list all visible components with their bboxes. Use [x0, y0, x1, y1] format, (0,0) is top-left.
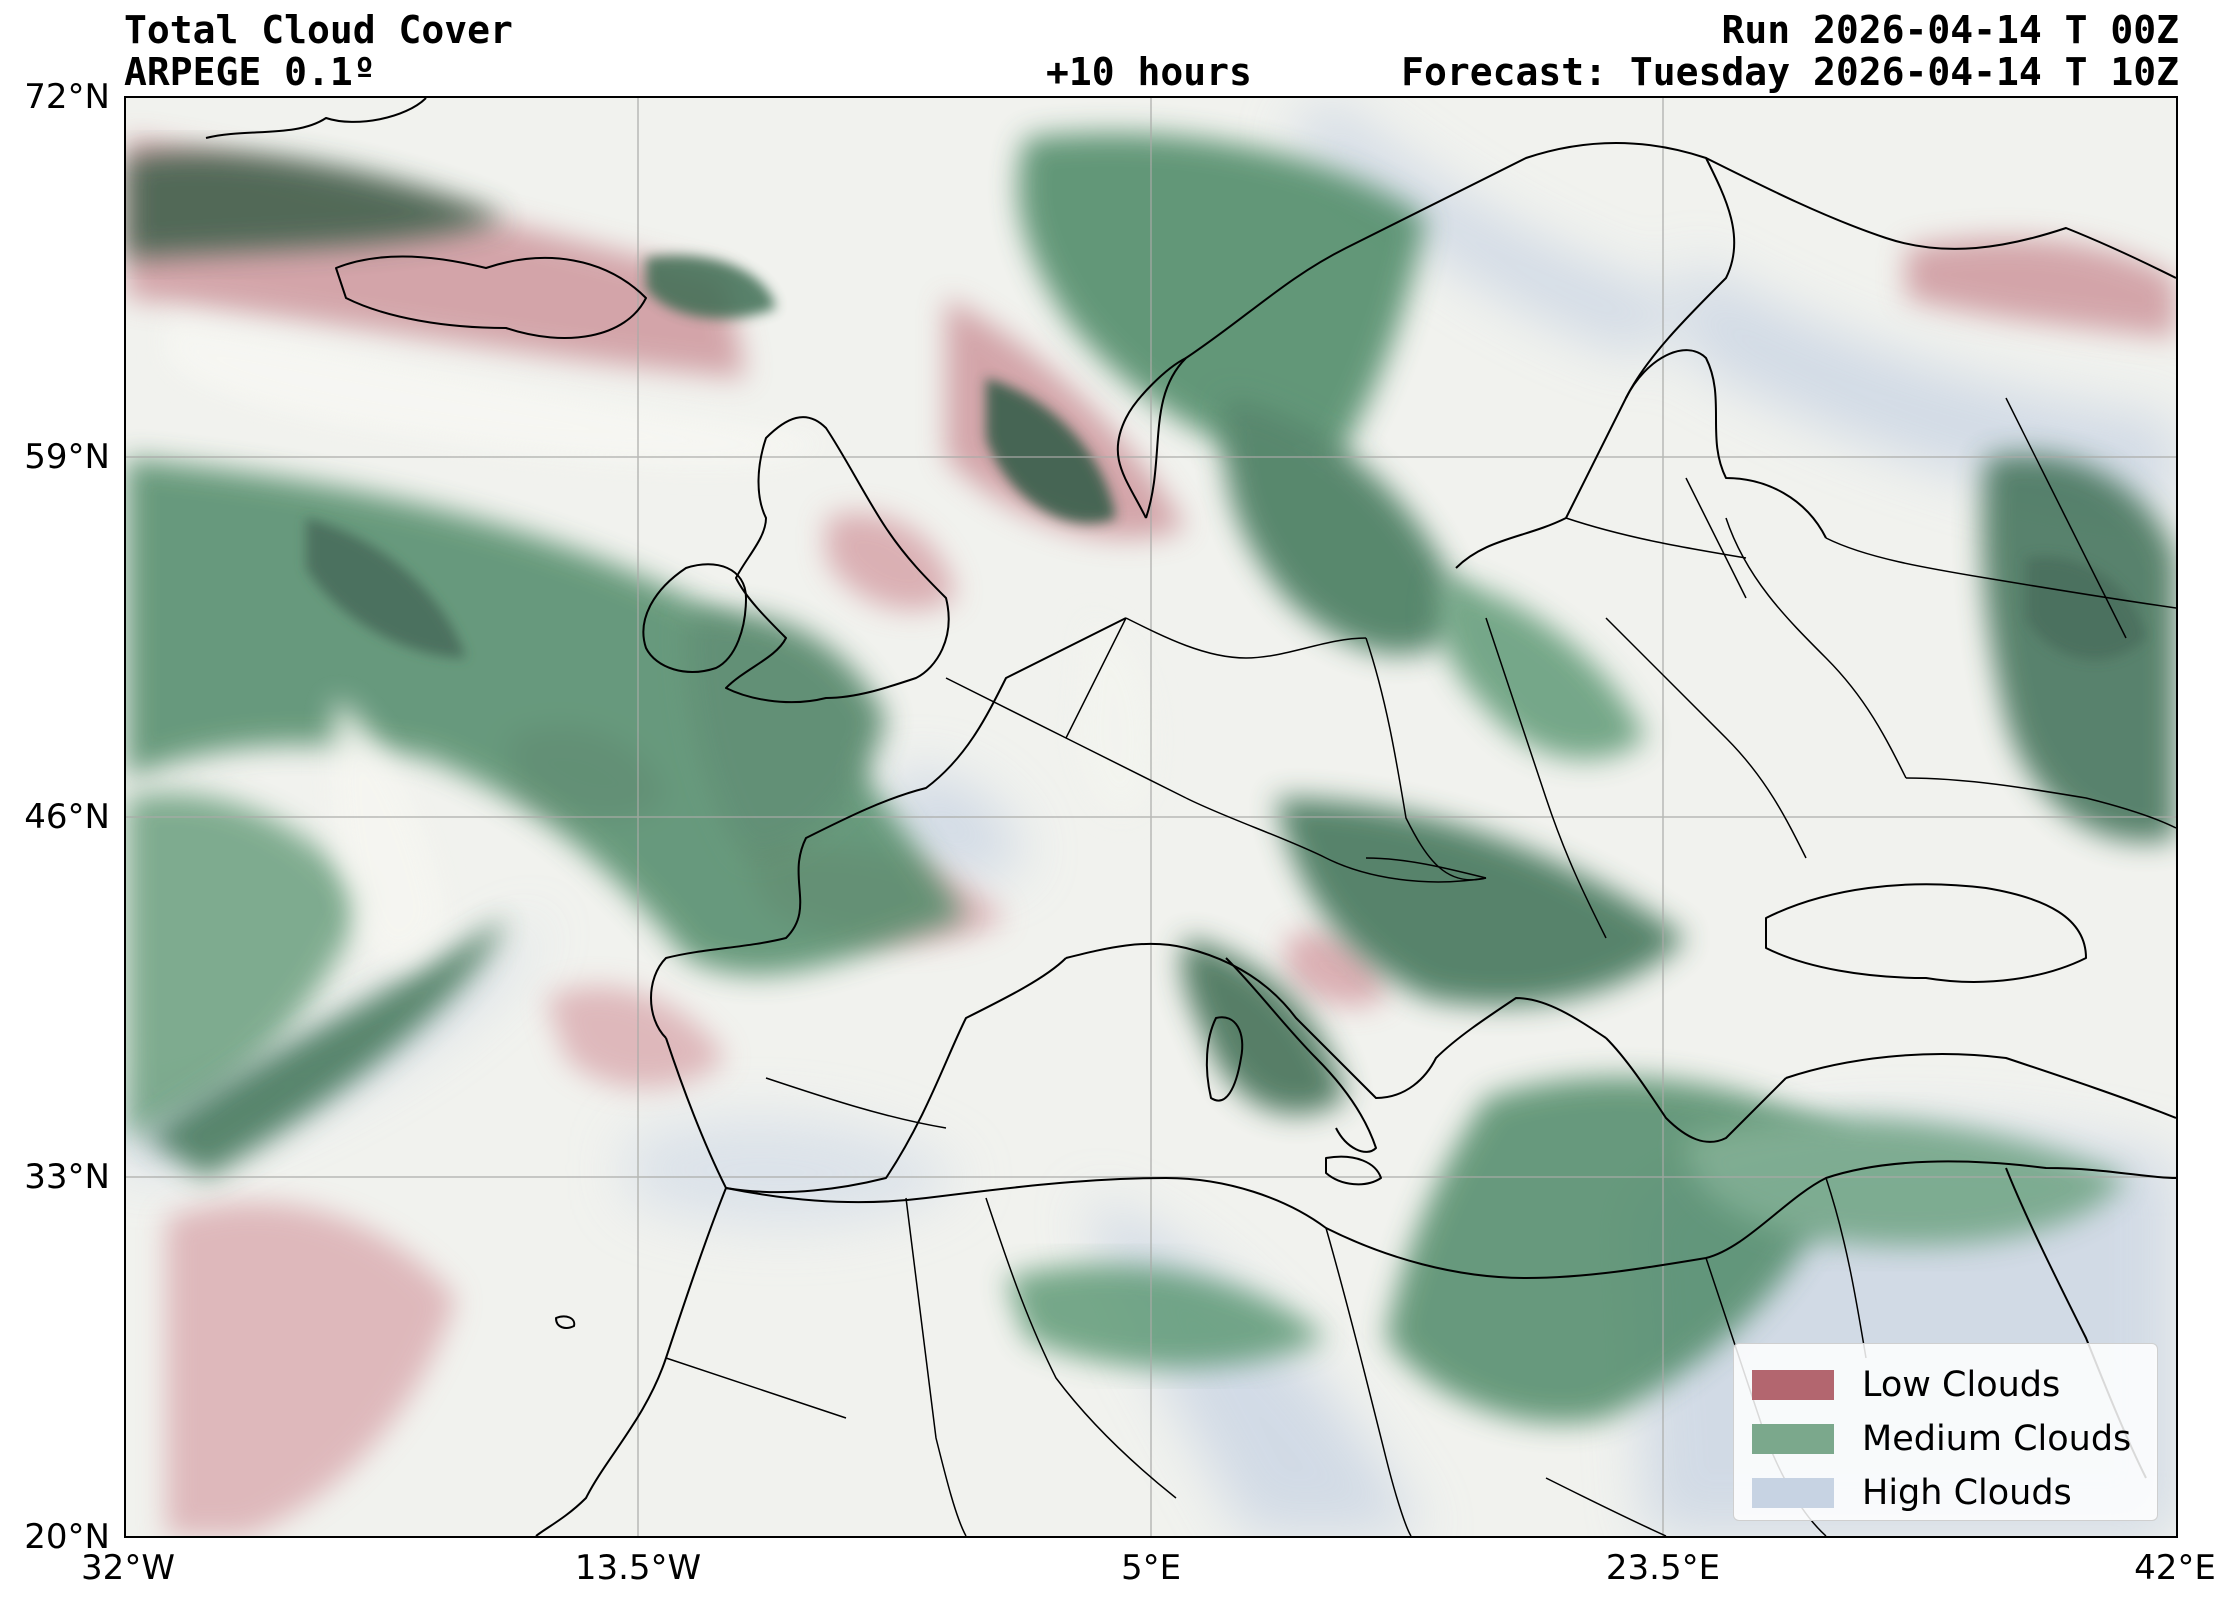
north-africa-coast	[725, 1160, 2176, 1279]
legend-swatch-medium	[1752, 1424, 1834, 1454]
lat-tick-label: 20°N	[24, 1517, 110, 1557]
legend-item-medium: Medium Clouds	[1752, 1412, 2139, 1466]
canary-islands	[555, 1315, 576, 1329]
scandinavia-coast	[1145, 142, 1736, 569]
legend-swatch-high	[1752, 1478, 1834, 1508]
legend-label-high: High Clouds	[1862, 1473, 2072, 1513]
lon-tick-label: 5°E	[1120, 1548, 1182, 1588]
run-time: Run 2026-04-14 T 00Z	[1721, 8, 2179, 52]
lat-tick-label: 72°N	[24, 77, 110, 117]
iceland-coast	[335, 255, 647, 339]
legend-label-medium: Medium Clouds	[1862, 1419, 2132, 1459]
lon-tick-label: 32°W	[81, 1548, 175, 1588]
lon-tick-label: 23.5°E	[1605, 1548, 1721, 1588]
ireland-coast	[642, 563, 747, 673]
great-britain-coast	[725, 416, 950, 704]
black-sea-coast	[1765, 883, 2087, 983]
sardinia-coast	[1205, 1016, 1244, 1102]
greece-coast	[1605, 1037, 1787, 1143]
lat-tick-label: 33°N	[24, 1157, 110, 1197]
map-legend: Low Clouds Medium Clouds High Clouds	[1733, 1343, 2158, 1521]
legend-item-low: Low Clouds	[1752, 1358, 2139, 1412]
turkey-coast	[1785, 1053, 2176, 1119]
lat-tick-label: 46°N	[24, 797, 110, 837]
iberia-coast	[665, 957, 1067, 1194]
norway-west-coast	[1116, 357, 1187, 519]
legend-label-low: Low Clouds	[1862, 1365, 2061, 1405]
lead-time: +10 hours	[1046, 50, 1252, 94]
clear-sky-bands	[166, 318, 1154, 963]
map-title: Total Cloud Cover	[124, 8, 513, 52]
legend-swatch-low	[1752, 1370, 1834, 1400]
lon-tick-label: 13.5°W	[574, 1548, 702, 1588]
italy-coast	[1225, 957, 1377, 1153]
legend-item-high: High Clouds	[1752, 1466, 2139, 1520]
kola-coast	[1705, 157, 2176, 279]
cloud-cover-map	[124, 96, 2178, 1538]
forecast-time: Forecast: Tuesday 2026-04-14 T 10Z	[1401, 50, 2179, 94]
africa-west-coast	[535, 1187, 727, 1536]
sicily-coast	[1325, 1155, 1382, 1186]
med-north-coast	[1065, 942, 1607, 1099]
greenland-coast	[205, 98, 427, 139]
europe-atlantic-coast	[650, 617, 1127, 1039]
map-canvas	[126, 98, 2176, 1536]
model-name: ARPEGE 0.1º	[124, 50, 376, 94]
lon-tick-label: 42°E	[2134, 1548, 2216, 1588]
coastlines	[205, 98, 2176, 1536]
gridlines	[126, 98, 2176, 1536]
lat-tick-label: 59°N	[24, 437, 110, 477]
finland-coast	[1625, 349, 1827, 539]
medium-clouds-layer	[126, 132, 2176, 1424]
